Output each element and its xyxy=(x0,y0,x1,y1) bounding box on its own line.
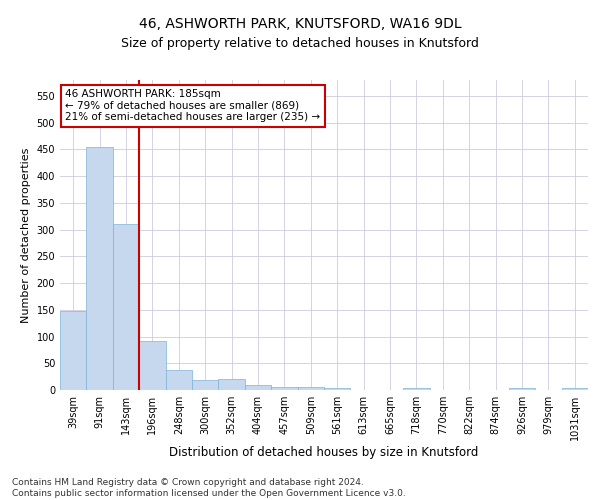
X-axis label: Distribution of detached houses by size in Knutsford: Distribution of detached houses by size … xyxy=(169,446,479,458)
Bar xyxy=(562,388,588,390)
Bar xyxy=(113,224,139,390)
Y-axis label: Number of detached properties: Number of detached properties xyxy=(21,148,31,322)
Bar xyxy=(324,388,350,390)
Text: Size of property relative to detached houses in Knutsford: Size of property relative to detached ho… xyxy=(121,38,479,51)
Text: Contains HM Land Registry data © Crown copyright and database right 2024.
Contai: Contains HM Land Registry data © Crown c… xyxy=(12,478,406,498)
Bar xyxy=(271,388,298,390)
Text: 46, ASHWORTH PARK, KNUTSFORD, WA16 9DL: 46, ASHWORTH PARK, KNUTSFORD, WA16 9DL xyxy=(139,18,461,32)
Bar xyxy=(60,312,86,390)
Bar xyxy=(86,148,113,390)
Bar xyxy=(245,384,271,390)
Bar xyxy=(166,370,192,390)
Bar xyxy=(139,341,166,390)
Bar xyxy=(509,388,535,390)
Text: 46 ASHWORTH PARK: 185sqm
← 79% of detached houses are smaller (869)
21% of semi-: 46 ASHWORTH PARK: 185sqm ← 79% of detach… xyxy=(65,90,320,122)
Bar xyxy=(192,380,218,390)
Bar xyxy=(298,388,324,390)
Bar xyxy=(218,380,245,390)
Bar xyxy=(403,388,430,390)
